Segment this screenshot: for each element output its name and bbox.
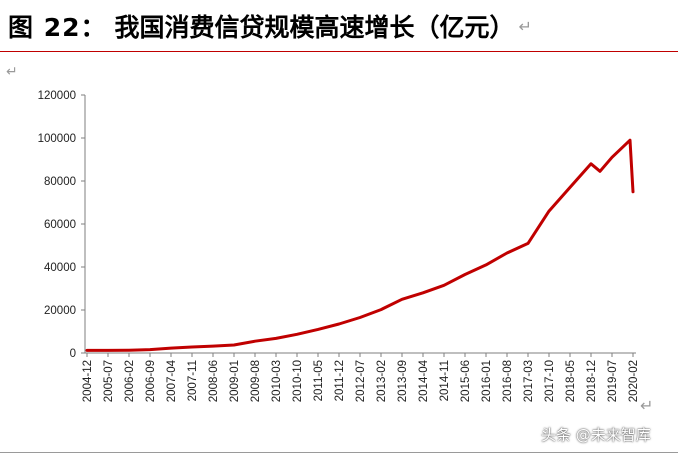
title-divider (0, 51, 678, 52)
chart-axes (84, 95, 636, 354)
y-tick-label: 0 (70, 348, 76, 360)
x-tick-label: 2016-01 (481, 360, 493, 402)
y-tick-label: 20000 (44, 305, 76, 317)
x-tick-label: 2017-10 (544, 360, 556, 402)
chart-title: 我国消费信贷规模高速增长（亿元） (114, 13, 515, 42)
x-axis-ticks: 2004-12 2005-07 2006-02 2006-09 2007-04 2007-… (82, 353, 640, 402)
paragraph-mark-icon: ↵ (6, 64, 18, 80)
x-tick-label: 2005-07 (103, 360, 115, 402)
y-tick-label: 60000 (44, 219, 76, 231)
x-tick-label: 2004-12 (82, 360, 94, 402)
paragraph-mark-icon: ↵ (518, 16, 532, 36)
x-tick-label: 2011-12 (334, 360, 346, 401)
x-tick-label: 2006-02 (124, 360, 136, 402)
x-tick-label: 2012-07 (355, 360, 367, 402)
x-tick-label: 2007-11 (187, 360, 199, 401)
x-tick-label: 2008-06 (208, 360, 220, 402)
figure-number: 图 22： (8, 13, 107, 42)
x-tick-label: 2015-06 (460, 360, 472, 402)
x-tick-label: 2009-01 (229, 360, 241, 402)
watermark: 头条 @未来智库 (541, 426, 651, 444)
x-tick-label: 2014-04 (418, 359, 430, 402)
x-tick-label: 2010-10 (292, 360, 304, 402)
x-tick-label: 2006-09 (145, 360, 157, 402)
figure-caption: 图 22： 我国消费信贷规模高速增长（亿元） ↵ (8, 6, 668, 46)
y-tick-label: 40000 (44, 262, 76, 274)
x-tick-label: 2014-11 (439, 360, 451, 401)
y-axis-ticks: 0 20000 40000 60000 80000 100000 120000 (38, 90, 85, 360)
x-tick-label: 2020-02 (628, 360, 640, 402)
x-tick-label: 2013-09 (397, 360, 409, 402)
y-tick-label: 100000 (38, 133, 76, 145)
bottom-divider (0, 452, 678, 453)
y-tick-label: 120000 (38, 90, 76, 102)
x-tick-label: 2018-05 (565, 360, 577, 402)
series-line (85, 138, 635, 352)
x-tick-label: 2013-02 (376, 360, 388, 402)
x-tick-label: 2016-08 (502, 360, 514, 402)
chart-series (85, 138, 635, 352)
x-tick-label: 2009-08 (250, 360, 262, 402)
paragraph-mark-icon: ↵ (640, 396, 654, 415)
x-tick-label: 2010-03 (271, 360, 283, 402)
x-tick-label: 2019-07 (607, 360, 619, 402)
x-tick-label: 2007-04 (166, 359, 178, 402)
y-tick-label: 80000 (44, 176, 76, 188)
x-tick-label: 2017-03 (523, 360, 535, 402)
x-tick-label: 2011-05 (313, 360, 325, 401)
x-tick-label: 2018-12 (586, 360, 598, 402)
